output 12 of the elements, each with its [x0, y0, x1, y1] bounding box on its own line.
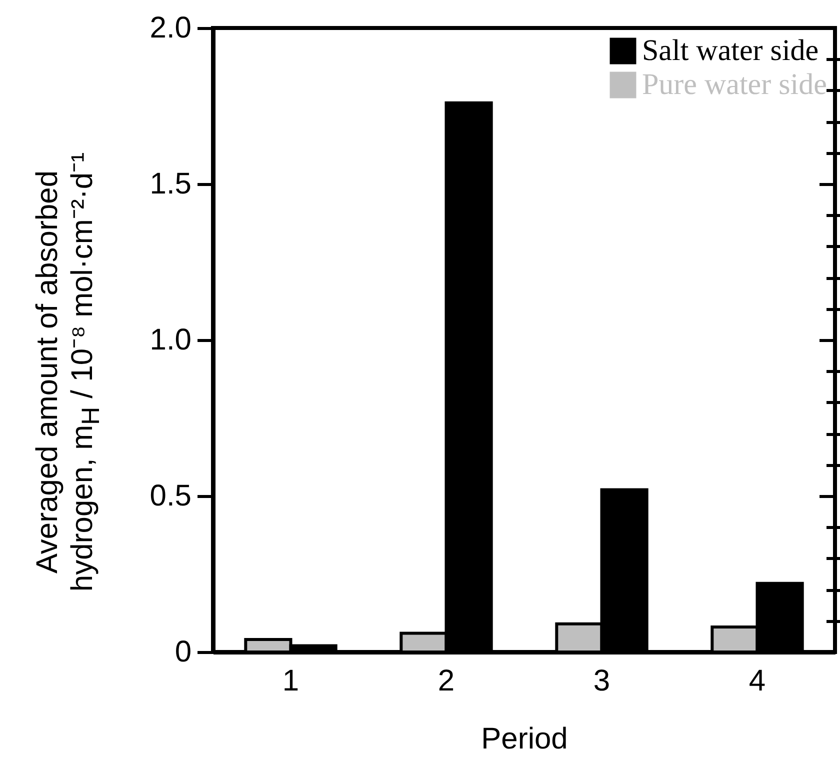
x-tick-label: 3	[593, 664, 610, 698]
y-tick-label: 0.5	[150, 480, 192, 512]
legend-label: Pure water side	[642, 68, 827, 101]
y-tick-label: 1.5	[150, 168, 192, 200]
x-tick-label: 2	[438, 664, 455, 698]
x-tick-label: 1	[282, 664, 300, 698]
x-axis-title: Period	[481, 722, 568, 756]
y-tick-label: 0	[174, 636, 192, 668]
x-tick-label: 4	[748, 664, 766, 698]
legend-label: Salt water side	[642, 34, 819, 67]
y-tick-label: 2.0	[150, 12, 192, 44]
y-tick-label: 1.0	[150, 324, 192, 356]
